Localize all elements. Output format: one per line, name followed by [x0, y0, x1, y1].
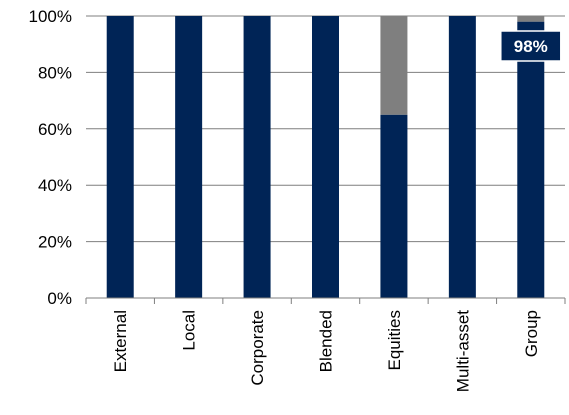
y-tick-label: 60% [38, 120, 72, 139]
data-label: 98% [500, 30, 562, 62]
bar-segment [243, 16, 271, 298]
y-axis-tick-labels: 0% 20% 40% 60% 80% 100% [29, 7, 72, 308]
bar-segment [448, 16, 476, 298]
bar-segment [175, 16, 203, 298]
bar-segment [106, 16, 134, 298]
x-category-label: Equities [385, 310, 404, 370]
data-label-box [500, 30, 562, 62]
y-tick-label: 20% [38, 233, 72, 252]
y-tick-label: 80% [38, 63, 72, 82]
y-tick-label: 40% [38, 176, 72, 195]
x-category-label: Corporate [248, 310, 267, 386]
x-category-label: External [111, 310, 130, 372]
bars [106, 16, 545, 298]
bar-segment [517, 16, 545, 22]
bar-segment [380, 114, 408, 298]
x-category-label: Multi-asset [453, 310, 472, 392]
x-axis-category-labels: External Local Corporate Blended Equities Mul… [111, 310, 541, 392]
bar-segment [312, 16, 339, 298]
x-category-label: Blended [317, 310, 336, 372]
x-axis-tick-marks [85, 298, 566, 304]
data-label-annotations: 98% [500, 30, 562, 62]
x-category-label: Local [180, 310, 199, 351]
data-label-text: 98% [514, 37, 548, 56]
y-tick-label: 100% [29, 7, 72, 26]
bar-segment [380, 16, 408, 115]
bar-segment [517, 21, 545, 298]
y-tick-label: 0% [47, 289, 72, 308]
x-category-label: Group [522, 310, 541, 357]
